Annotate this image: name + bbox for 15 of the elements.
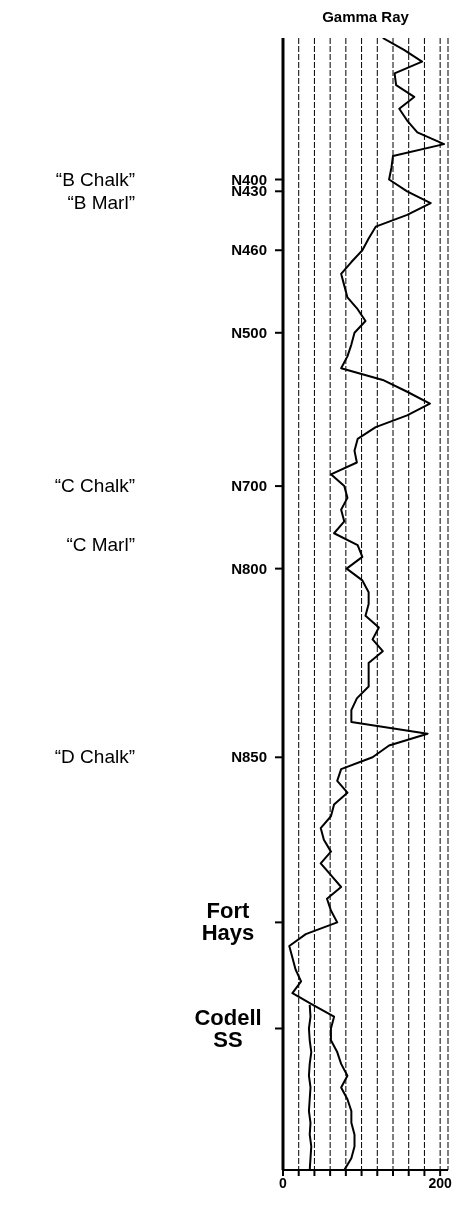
y2-tick-label: “B Chalk” (55, 168, 135, 190)
y-tick-label: N500 (231, 323, 267, 341)
y-tick-label: Fort Hays (201, 898, 255, 946)
y-tick-label: N850 (231, 748, 267, 766)
y2-tick-label: “C Chalk” (54, 475, 135, 497)
y2-tick-label: “B Marl” (67, 192, 135, 214)
chart-title: Gamma Ray (321, 8, 410, 27)
x-tick-label: 200 (428, 1174, 453, 1191)
y-tick-label: N700 (231, 477, 267, 495)
y-tick-label: N460 (231, 241, 267, 259)
y-tick-label: N800 (231, 559, 267, 577)
y-tick-label: Codell SS (194, 1004, 262, 1052)
x-tick-label: 0 (279, 1174, 288, 1191)
y2-tick-label: “C Marl” (66, 534, 135, 556)
y2-tick-label: “D Chalk” (54, 746, 135, 768)
